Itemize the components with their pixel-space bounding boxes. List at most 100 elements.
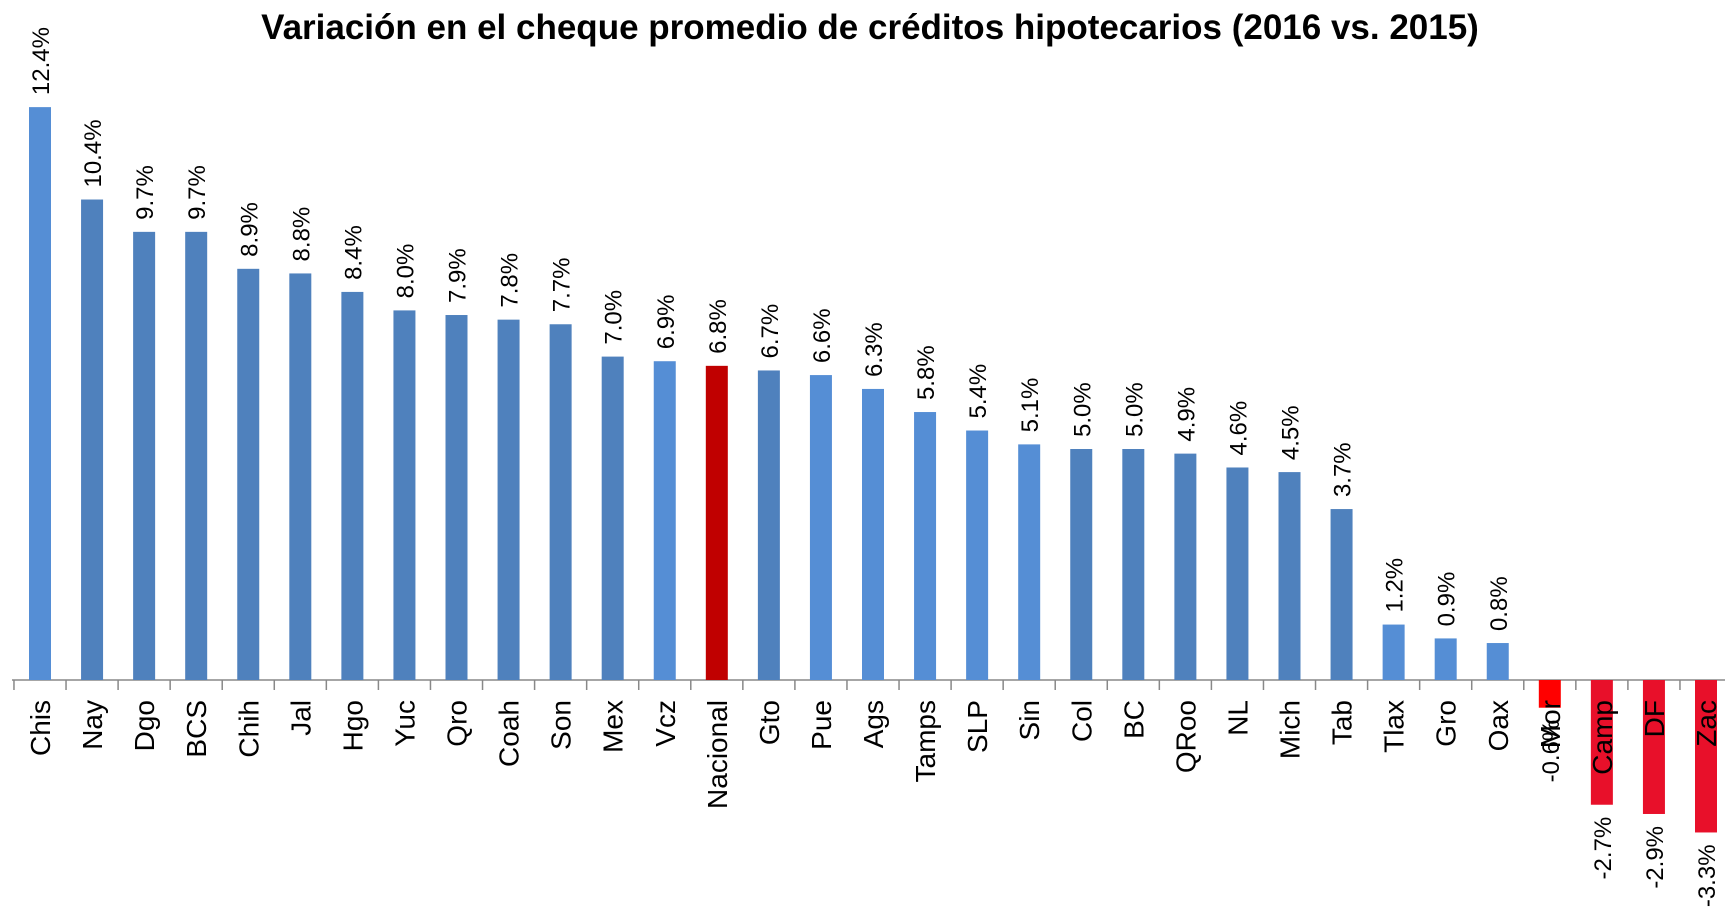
bar (653, 361, 676, 680)
x-tick-label: Qro (442, 700, 473, 747)
bar (1642, 680, 1665, 814)
bar (1590, 680, 1613, 805)
value-label: -3.3% (1694, 844, 1721, 907)
value-label: 6.3% (861, 322, 888, 377)
bar (705, 365, 728, 680)
value-label: -0.6% (1538, 720, 1565, 783)
value-label: 4.5% (1278, 405, 1305, 460)
chart-title: Variación en el cheque promedio de crédi… (261, 8, 1479, 47)
x-tick-label: Camp (1587, 700, 1618, 775)
x-tick-label: DF (1639, 700, 1670, 737)
value-label: 6.6% (809, 308, 836, 363)
x-tick-label: Tab (1327, 700, 1358, 745)
value-label: 0.9% (1434, 572, 1461, 627)
bar (445, 315, 468, 680)
x-tick-label: Dgo (129, 700, 160, 751)
bar (1695, 680, 1717, 833)
value-label: 8.9% (236, 202, 263, 257)
bar (809, 375, 832, 680)
bar (1226, 467, 1249, 680)
x-tick-label: Mor (1535, 700, 1566, 748)
x-tick-label: NL (1222, 700, 1253, 736)
x-tick-label: Yuc (389, 700, 420, 747)
x-tick-label: QRoo (1170, 700, 1201, 773)
value-label: 9.7% (184, 165, 211, 220)
x-tick-label: Ags (858, 700, 889, 748)
bar (966, 430, 989, 680)
x-tick-label: BC (1118, 700, 1149, 739)
x-tick-label: Gro (1431, 700, 1462, 747)
value-label: 5.0% (1121, 382, 1148, 437)
value-label: -2.9% (1642, 826, 1669, 889)
bar (1278, 472, 1301, 680)
bar (81, 199, 104, 680)
bar (237, 268, 260, 680)
x-tick-label: Chis (25, 700, 56, 756)
bar (1382, 624, 1405, 680)
value-label: -2.7% (1590, 817, 1617, 880)
bar (1174, 453, 1197, 680)
x-tick-label: Pue (806, 700, 837, 750)
x-tick-label: Col (1066, 700, 1097, 742)
bar (1486, 643, 1509, 680)
value-label: 7.9% (445, 248, 472, 303)
bar (601, 356, 624, 680)
value-label: 7.8% (497, 253, 524, 308)
bar (549, 324, 572, 680)
value-label: 6.9% (653, 295, 680, 350)
x-tick-label: BCS (181, 700, 212, 758)
value-label: 1.2% (1382, 558, 1409, 613)
value-label: 8.4% (340, 225, 367, 280)
x-tick-label: Son (546, 700, 577, 750)
x-tick-label: Tamps (910, 700, 941, 782)
value-label: 5.8% (913, 345, 940, 400)
value-label: 7.0% (601, 290, 628, 345)
bar (914, 412, 937, 680)
x-tick-label: Mex (598, 700, 629, 753)
value-label: 6.7% (757, 304, 784, 359)
value-label: 5.0% (1069, 382, 1096, 437)
value-label: 5.1% (1017, 378, 1044, 433)
bar (1538, 680, 1561, 708)
x-tick-label: Mich (1275, 700, 1306, 759)
x-tick-label: Jal (285, 700, 316, 736)
bar (1070, 449, 1093, 680)
x-tick-label: Nay (77, 700, 108, 750)
bar (133, 231, 156, 681)
x-tick-label: Oax (1483, 700, 1514, 751)
value-label: 10.4% (80, 119, 107, 187)
bar (757, 370, 780, 680)
bar (1434, 638, 1457, 680)
x-tick-label: Sin (1014, 700, 1045, 740)
x-tick-label: Hgo (337, 700, 368, 751)
value-label: 9.7% (132, 165, 159, 220)
bar (1330, 509, 1353, 680)
x-tick-label: Vcz (650, 700, 681, 747)
bar (289, 273, 312, 680)
x-tick-label: Zac (1691, 700, 1722, 747)
value-label: 7.7% (549, 258, 576, 313)
x-tick-label: Coah (494, 700, 525, 767)
value-label: 8.8% (288, 207, 315, 262)
bar (185, 231, 208, 681)
bar (1122, 449, 1145, 680)
value-label: 4.6% (1225, 401, 1252, 456)
x-tick-label: Gto (754, 700, 785, 745)
x-tick-label: Chih (233, 700, 264, 758)
x-tick-label: Nacional (702, 700, 733, 809)
bar (497, 319, 520, 680)
value-label: 5.4% (965, 364, 992, 419)
x-tick-label: Tlax (1379, 700, 1410, 753)
value-label: 12.4% (28, 27, 55, 95)
bar (341, 291, 364, 680)
bar (393, 310, 416, 680)
bar (862, 388, 884, 680)
value-label: 0.8% (1486, 576, 1513, 631)
bar (29, 107, 51, 681)
value-label: 8.0% (392, 244, 419, 299)
bar (1018, 444, 1041, 680)
value-label: 4.9% (1173, 387, 1200, 442)
value-label: 6.8% (705, 299, 732, 354)
